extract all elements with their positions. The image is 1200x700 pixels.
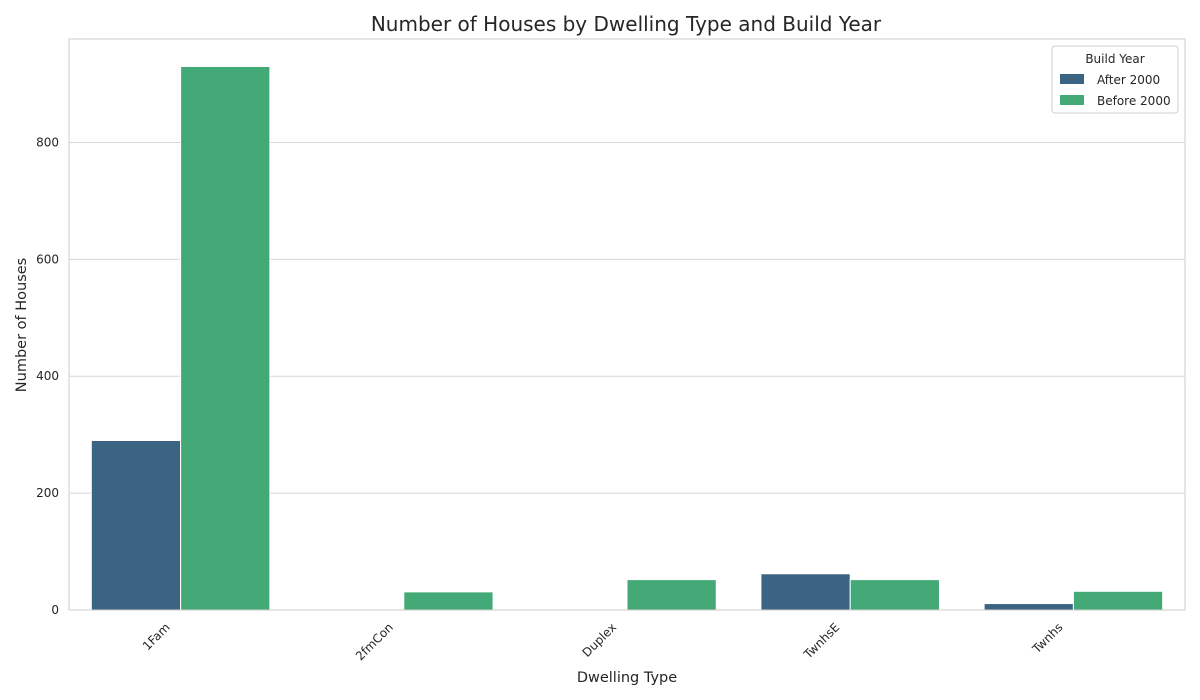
bar-twnhse-before-2000 [849,579,940,611]
bar-twnhs-after-2000 [983,603,1074,611]
x-axis-ticks: 1Fam 2fmCon Duplex TwnhsE Twnhs [140,620,1066,663]
bar-twnhs-before-2000 [1072,590,1164,611]
legend-title: Build Year [1085,52,1144,66]
chart-title: Number of Houses by Dwelling Type and Bu… [371,12,882,36]
legend: Build Year After 2000 Before 2000 [1051,45,1179,114]
y-tick-label-800: 800 [36,135,59,149]
bar-1fam-before-2000 [180,65,271,611]
y-tick-label-600: 600 [36,252,59,266]
x-tick-label-2fmcon: 2fmCon [353,620,396,663]
legend-label-before-2000: Before 2000 [1097,94,1171,108]
plot-frame [68,38,1186,611]
y-tick-label-0: 0 [51,603,59,617]
y-tick-label-400: 400 [36,369,59,383]
x-tick-label-1fam: 1Fam [140,620,173,653]
legend-swatch-before-2000 [1060,95,1084,105]
y-axis-ticks: 0 200 400 600 800 [36,135,59,617]
bars-layer [90,65,1164,611]
y-tick-label-200: 200 [36,486,59,500]
bar-duplex-before-2000 [626,579,717,611]
bar-1fam-after-2000 [90,440,182,611]
x-tick-label-duplex: Duplex [579,620,619,660]
x-tick-label-twnhse: TwnhsE [800,620,842,662]
x-axis-label: Dwelling Type [577,670,677,686]
legend-label-after-2000: After 2000 [1097,73,1160,87]
x-tick-label-twnhs: Twnhs [1029,620,1066,657]
bar-twnhse-after-2000 [760,573,851,611]
legend-swatch-after-2000 [1060,74,1084,84]
y-axis-label: Number of Houses [14,258,30,392]
bar-2fmcon-before-2000 [403,591,494,611]
